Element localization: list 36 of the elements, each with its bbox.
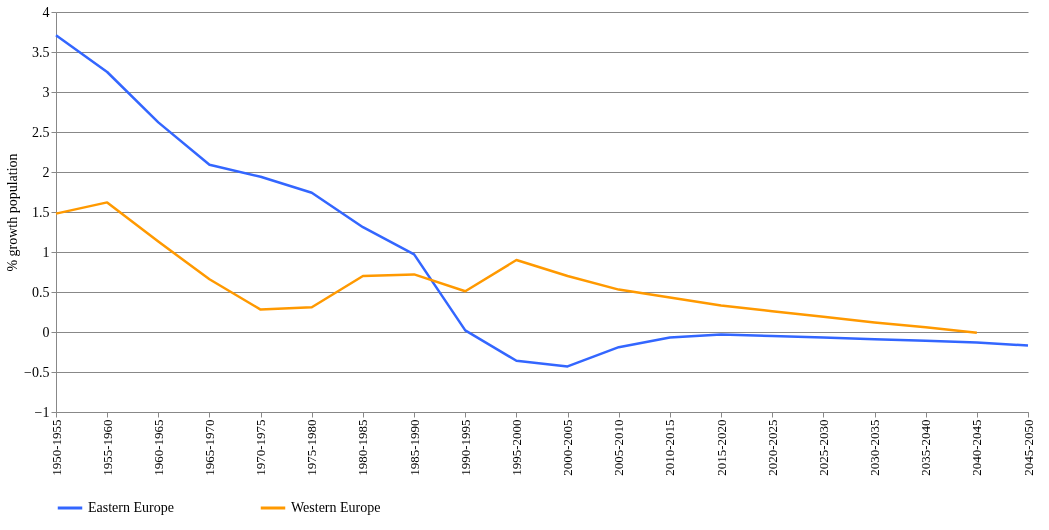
x-tick-label: 1965-1970: [201, 419, 217, 476]
x-tick-label: 2015-2020: [713, 419, 729, 476]
line-series: [54, 33, 1030, 368]
x-tick-label: 1960-1965: [150, 419, 166, 476]
x-tick-label: 2005-2010: [611, 419, 627, 476]
y-tick-label: 3: [42, 84, 50, 100]
line-series: [54, 201, 979, 335]
x-tick-label: 2035-2040: [918, 419, 934, 476]
x-tick-label: 2030-2035: [867, 419, 883, 476]
y-tick-label: 4: [42, 4, 50, 20]
y-tick-label: −1: [34, 404, 50, 420]
y-tick-label: −0.5: [24, 364, 50, 380]
x-tick-label: 2040-2045: [969, 419, 985, 476]
y-tick-label: 3.5: [32, 44, 50, 60]
y-tick-label: 0: [42, 324, 50, 340]
x-tick-label: 2045-2050: [1020, 419, 1036, 476]
y-tick-label: 2: [42, 164, 50, 180]
legend-label: Eastern Europe: [88, 500, 174, 515]
y-tick-label: 2.5: [32, 124, 50, 140]
x-tick-label: 2025-2030: [815, 419, 831, 476]
x-tick-label: 2010-2015: [662, 419, 678, 476]
x-tick-label: 1975-1980: [304, 419, 320, 476]
x-tick-label: 1970-1975: [253, 419, 269, 476]
x-tick-label: 1995-2000: [508, 419, 524, 476]
x-tick-label: 1980-1985: [355, 419, 371, 476]
y-axis-title: % growth population: [5, 153, 21, 272]
x-tick-label: 2020-2025: [764, 419, 780, 476]
x-tick-label: 1955-1960: [99, 419, 115, 476]
x-tick-label: 1985-1990: [406, 419, 422, 476]
y-tick-label: 0.5: [32, 284, 50, 300]
x-tick-label: 2000-2005: [560, 419, 576, 476]
x-tick-label: 1990-1995: [457, 419, 473, 476]
legend-label: Western Europe: [291, 500, 381, 515]
x-tick-label: 1950-1955: [48, 419, 64, 476]
y-tick-label: 1: [42, 244, 50, 260]
y-tick-label: 1.5: [32, 204, 50, 220]
